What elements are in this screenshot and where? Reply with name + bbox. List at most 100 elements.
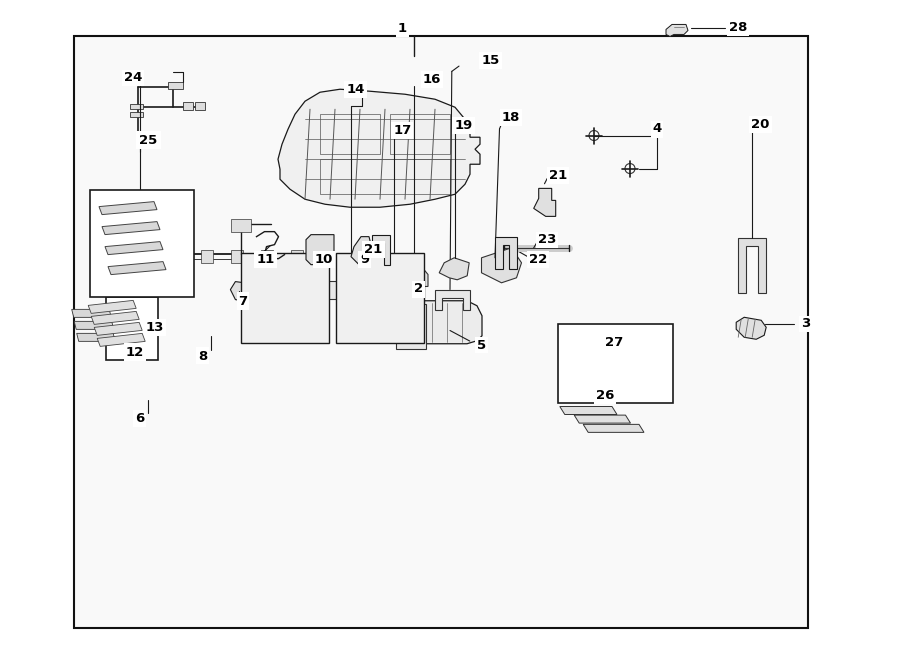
- Text: 17: 17: [392, 124, 412, 138]
- Polygon shape: [736, 317, 766, 339]
- Polygon shape: [99, 202, 157, 215]
- Text: 19: 19: [454, 118, 473, 133]
- Text: 6: 6: [135, 412, 144, 425]
- Bar: [90, 190, 194, 297]
- Text: 1: 1: [398, 21, 407, 36]
- Bar: [390, 114, 450, 154]
- Bar: [74, 36, 808, 628]
- Bar: [558, 324, 673, 403]
- Text: 3: 3: [801, 317, 810, 331]
- Polygon shape: [435, 290, 470, 309]
- Polygon shape: [195, 102, 205, 110]
- Text: 25: 25: [138, 133, 159, 147]
- Text: 4: 4: [652, 122, 662, 136]
- Text: 5: 5: [477, 338, 486, 352]
- Text: 9: 9: [360, 253, 369, 266]
- Text: 12: 12: [126, 346, 144, 359]
- Polygon shape: [76, 333, 115, 341]
- Text: 26: 26: [595, 388, 615, 403]
- Polygon shape: [201, 251, 213, 264]
- Text: 1: 1: [398, 22, 407, 35]
- Bar: [337, 253, 424, 343]
- Polygon shape: [378, 256, 428, 286]
- Polygon shape: [261, 251, 273, 264]
- Polygon shape: [102, 221, 160, 235]
- Text: 20: 20: [751, 117, 770, 132]
- Polygon shape: [372, 235, 390, 264]
- Polygon shape: [738, 238, 766, 293]
- Text: 2: 2: [414, 282, 423, 297]
- Polygon shape: [278, 89, 480, 208]
- Text: 23: 23: [538, 233, 556, 247]
- Text: 21: 21: [364, 243, 383, 257]
- Polygon shape: [482, 248, 521, 283]
- Polygon shape: [316, 251, 328, 264]
- Polygon shape: [439, 258, 469, 280]
- Text: 8: 8: [198, 348, 207, 363]
- Text: 15: 15: [481, 54, 500, 68]
- Polygon shape: [387, 301, 482, 344]
- Polygon shape: [583, 424, 644, 432]
- Text: 5: 5: [477, 338, 486, 352]
- Polygon shape: [351, 237, 371, 264]
- Text: 20: 20: [752, 118, 770, 131]
- Text: 3: 3: [801, 317, 810, 330]
- Text: 9: 9: [360, 252, 369, 266]
- Text: 14: 14: [346, 82, 365, 97]
- Text: 25: 25: [140, 134, 158, 147]
- Text: 13: 13: [146, 321, 164, 334]
- Text: 16: 16: [423, 73, 441, 86]
- Bar: [312, 281, 392, 299]
- Text: 11: 11: [256, 253, 274, 266]
- Polygon shape: [231, 219, 251, 233]
- Polygon shape: [291, 251, 303, 264]
- Text: 21: 21: [364, 243, 382, 256]
- Polygon shape: [231, 251, 243, 264]
- Text: 6: 6: [135, 411, 144, 426]
- Text: 2: 2: [414, 282, 423, 295]
- Text: 7: 7: [238, 293, 248, 308]
- Polygon shape: [108, 262, 166, 274]
- Polygon shape: [88, 300, 136, 313]
- Text: 22: 22: [529, 253, 547, 266]
- Bar: [320, 114, 380, 154]
- Text: 15: 15: [482, 54, 500, 67]
- Text: 21: 21: [549, 169, 567, 182]
- Polygon shape: [171, 251, 183, 264]
- Text: 10: 10: [315, 253, 333, 266]
- Text: 21: 21: [548, 168, 568, 182]
- Polygon shape: [666, 24, 688, 36]
- Text: 28: 28: [728, 20, 748, 35]
- Bar: [106, 297, 158, 360]
- Polygon shape: [94, 323, 142, 335]
- Polygon shape: [105, 242, 163, 254]
- Bar: [366, 306, 404, 341]
- Polygon shape: [184, 102, 194, 110]
- Text: 17: 17: [393, 124, 411, 137]
- Text: 22: 22: [528, 253, 548, 267]
- Polygon shape: [306, 235, 334, 264]
- Text: 27: 27: [605, 336, 623, 349]
- Polygon shape: [230, 282, 252, 301]
- Bar: [396, 304, 426, 349]
- Polygon shape: [495, 237, 517, 268]
- Text: 8: 8: [198, 350, 207, 363]
- Text: 13: 13: [145, 320, 165, 334]
- Polygon shape: [97, 333, 145, 346]
- Polygon shape: [91, 311, 140, 325]
- Bar: [320, 159, 450, 194]
- Text: 24: 24: [124, 71, 142, 85]
- Polygon shape: [168, 82, 184, 89]
- Text: 24: 24: [123, 71, 143, 85]
- Polygon shape: [130, 112, 143, 117]
- Polygon shape: [574, 415, 631, 423]
- Bar: [241, 253, 329, 343]
- Text: 11: 11: [256, 252, 275, 266]
- Text: 12: 12: [125, 344, 145, 359]
- Polygon shape: [72, 309, 112, 317]
- Text: 19: 19: [454, 119, 472, 132]
- Text: 27: 27: [603, 335, 625, 350]
- Polygon shape: [74, 321, 113, 329]
- Text: 4: 4: [652, 122, 662, 137]
- Text: 16: 16: [422, 72, 442, 87]
